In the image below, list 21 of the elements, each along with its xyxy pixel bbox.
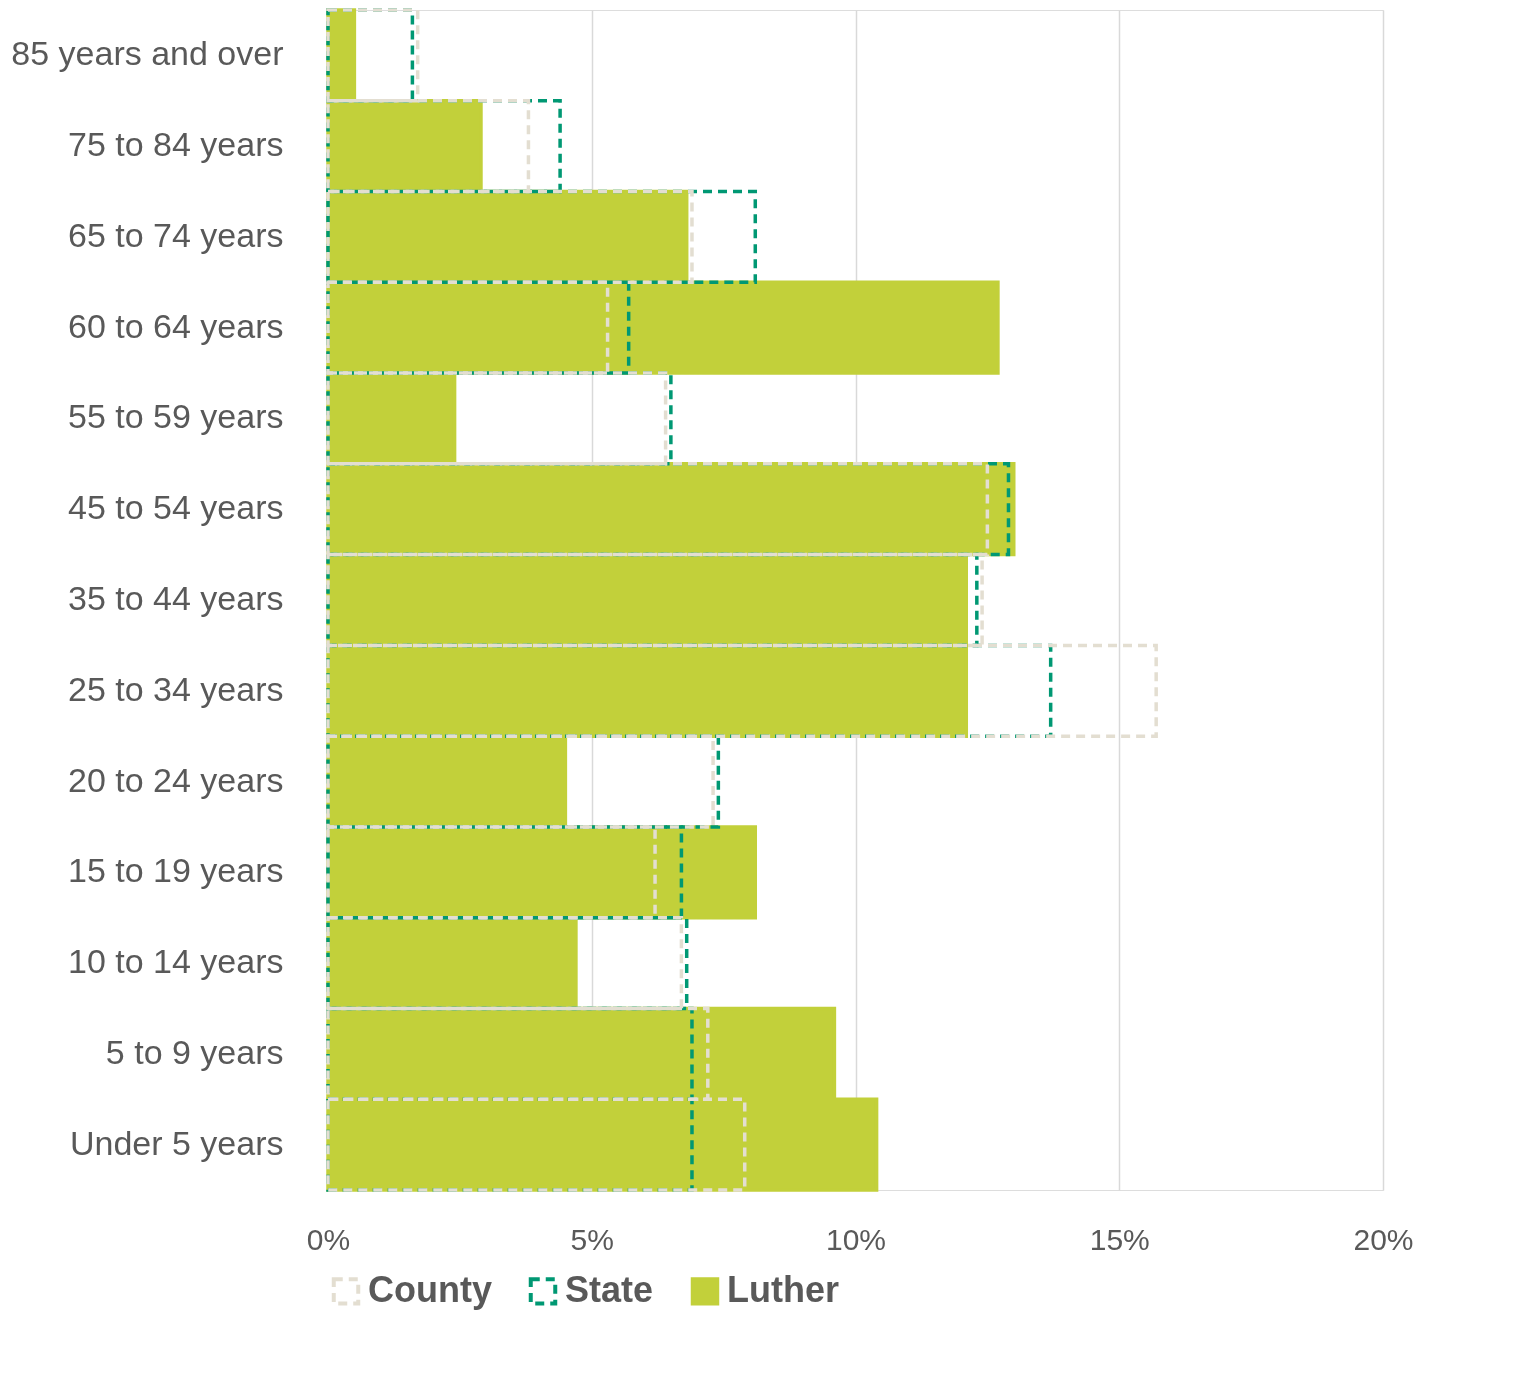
- y-tick-label: 55 to 59 years: [68, 397, 284, 436]
- y-tick-label: 45 to 54 years: [68, 488, 284, 527]
- y-tick-label: 5 to 9 years: [105, 1032, 284, 1071]
- x-tick-label: 10%: [825, 1222, 887, 1256]
- x-tick-label: 20%: [1353, 1222, 1414, 1256]
- legend-label: County: [368, 1269, 492, 1311]
- y-tick-label: 25 to 34 years: [68, 669, 284, 708]
- legend-label: Luther: [727, 1269, 839, 1311]
- y-tick-label: 15 to 19 years: [68, 851, 284, 890]
- y-tick-label: 20 to 24 years: [68, 760, 284, 799]
- y-tick-label: 60 to 64 years: [68, 306, 284, 345]
- x-tick-label: 15%: [1089, 1222, 1150, 1256]
- y-tick-label: 65 to 74 years: [68, 215, 284, 254]
- y-tick-label: 35 to 44 years: [68, 579, 284, 617]
- x-tick-label: 5%: [570, 1222, 614, 1256]
- x-tick-label: 0%: [306, 1222, 351, 1256]
- y-tick-label: 85 years and over: [11, 34, 284, 73]
- y-tick-label: 75 to 84 years: [68, 125, 284, 164]
- y-tick-label: 10 to 14 years: [68, 942, 284, 981]
- legend-label: State: [565, 1269, 654, 1311]
- y-tick-label: Under 5 years: [69, 1123, 284, 1162]
